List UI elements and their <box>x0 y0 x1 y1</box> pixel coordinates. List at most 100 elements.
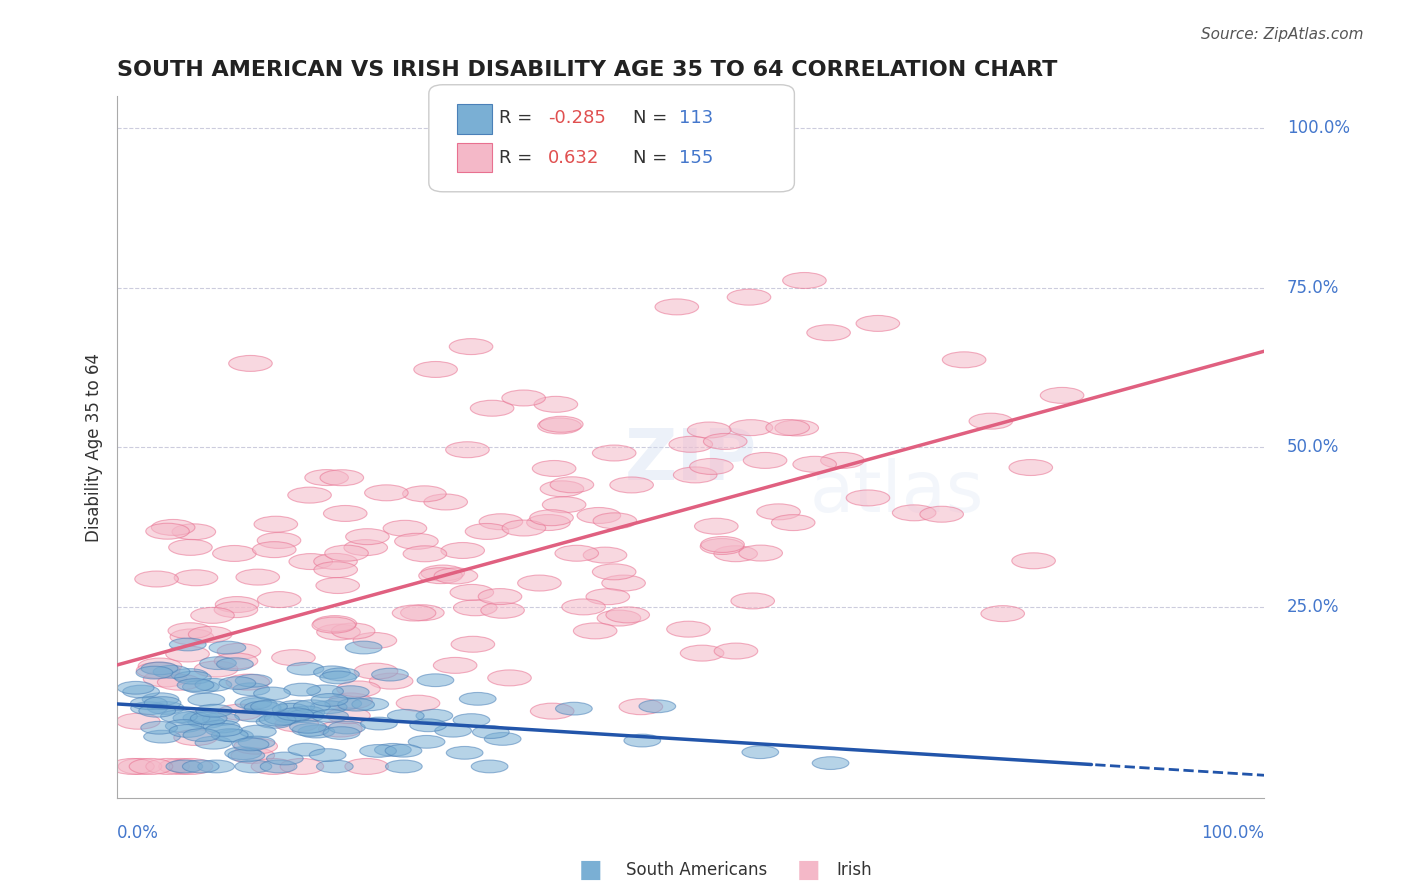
Ellipse shape <box>530 703 574 719</box>
Ellipse shape <box>214 653 257 669</box>
Ellipse shape <box>153 665 190 678</box>
Ellipse shape <box>583 547 627 563</box>
Ellipse shape <box>740 545 783 561</box>
Ellipse shape <box>166 760 202 772</box>
Ellipse shape <box>183 760 219 772</box>
Ellipse shape <box>195 679 232 691</box>
Text: 0.632: 0.632 <box>548 149 600 167</box>
Ellipse shape <box>592 445 636 461</box>
Ellipse shape <box>117 681 155 694</box>
Ellipse shape <box>744 452 787 468</box>
Ellipse shape <box>233 683 270 696</box>
Ellipse shape <box>807 325 851 341</box>
Ellipse shape <box>169 724 205 738</box>
Ellipse shape <box>131 697 167 709</box>
Ellipse shape <box>555 545 599 561</box>
Ellipse shape <box>681 645 724 661</box>
Ellipse shape <box>316 577 360 593</box>
Ellipse shape <box>257 591 301 607</box>
Ellipse shape <box>294 700 330 713</box>
Text: -0.285: -0.285 <box>548 109 606 127</box>
Ellipse shape <box>742 746 779 758</box>
Ellipse shape <box>562 599 606 615</box>
Ellipse shape <box>775 420 818 436</box>
Ellipse shape <box>325 545 368 561</box>
Ellipse shape <box>360 717 398 730</box>
Ellipse shape <box>471 401 515 417</box>
Y-axis label: Disability Age 35 to 64: Disability Age 35 to 64 <box>86 353 103 541</box>
Text: 113: 113 <box>679 109 713 127</box>
Ellipse shape <box>969 413 1012 429</box>
Ellipse shape <box>813 756 849 770</box>
Text: Source: ZipAtlas.com: Source: ZipAtlas.com <box>1201 27 1364 42</box>
Ellipse shape <box>530 509 574 525</box>
Ellipse shape <box>413 361 457 377</box>
Ellipse shape <box>174 570 218 586</box>
Ellipse shape <box>141 662 179 674</box>
Text: 25.0%: 25.0% <box>1286 598 1340 615</box>
Ellipse shape <box>235 674 271 687</box>
Ellipse shape <box>502 390 546 406</box>
Ellipse shape <box>312 617 356 633</box>
Ellipse shape <box>423 494 467 510</box>
Ellipse shape <box>586 589 630 605</box>
Ellipse shape <box>730 419 773 435</box>
Ellipse shape <box>233 739 277 754</box>
Ellipse shape <box>1010 459 1053 475</box>
Ellipse shape <box>502 520 546 536</box>
Ellipse shape <box>135 571 179 587</box>
Ellipse shape <box>354 663 398 679</box>
Ellipse shape <box>517 575 561 591</box>
Ellipse shape <box>574 623 617 639</box>
Ellipse shape <box>385 744 422 757</box>
Ellipse shape <box>190 712 228 724</box>
Ellipse shape <box>488 670 531 686</box>
Text: N =: N = <box>633 149 672 167</box>
Ellipse shape <box>344 540 388 556</box>
Ellipse shape <box>287 663 323 675</box>
Ellipse shape <box>846 490 890 506</box>
Ellipse shape <box>111 758 155 774</box>
Ellipse shape <box>143 671 187 687</box>
Ellipse shape <box>593 513 637 529</box>
Ellipse shape <box>250 700 287 713</box>
Ellipse shape <box>136 663 180 678</box>
Ellipse shape <box>323 727 360 739</box>
Ellipse shape <box>280 758 323 774</box>
Ellipse shape <box>217 730 253 742</box>
Ellipse shape <box>202 713 239 725</box>
Ellipse shape <box>288 487 332 503</box>
Ellipse shape <box>191 607 235 624</box>
Ellipse shape <box>145 697 181 709</box>
Ellipse shape <box>766 419 810 435</box>
Ellipse shape <box>352 698 388 711</box>
Text: R =: R = <box>499 109 538 127</box>
Ellipse shape <box>312 709 349 723</box>
Ellipse shape <box>235 760 271 772</box>
Ellipse shape <box>202 720 240 733</box>
Ellipse shape <box>441 542 485 558</box>
Ellipse shape <box>533 460 576 476</box>
Text: 155: 155 <box>679 149 713 167</box>
Ellipse shape <box>260 760 297 772</box>
Ellipse shape <box>454 599 498 615</box>
Ellipse shape <box>235 697 271 709</box>
Text: N =: N = <box>633 109 672 127</box>
Ellipse shape <box>274 710 311 723</box>
Ellipse shape <box>245 701 281 714</box>
Ellipse shape <box>619 698 662 714</box>
Ellipse shape <box>1012 553 1056 569</box>
Ellipse shape <box>479 514 523 530</box>
Ellipse shape <box>325 698 361 710</box>
Text: ■: ■ <box>797 858 820 881</box>
Ellipse shape <box>169 758 212 774</box>
Ellipse shape <box>256 715 292 728</box>
Ellipse shape <box>346 529 389 545</box>
Ellipse shape <box>138 658 181 674</box>
Text: 50.0%: 50.0% <box>1286 438 1340 457</box>
Ellipse shape <box>316 624 360 640</box>
Ellipse shape <box>183 712 219 724</box>
Ellipse shape <box>638 700 676 713</box>
Ellipse shape <box>314 562 357 578</box>
Ellipse shape <box>214 602 257 617</box>
